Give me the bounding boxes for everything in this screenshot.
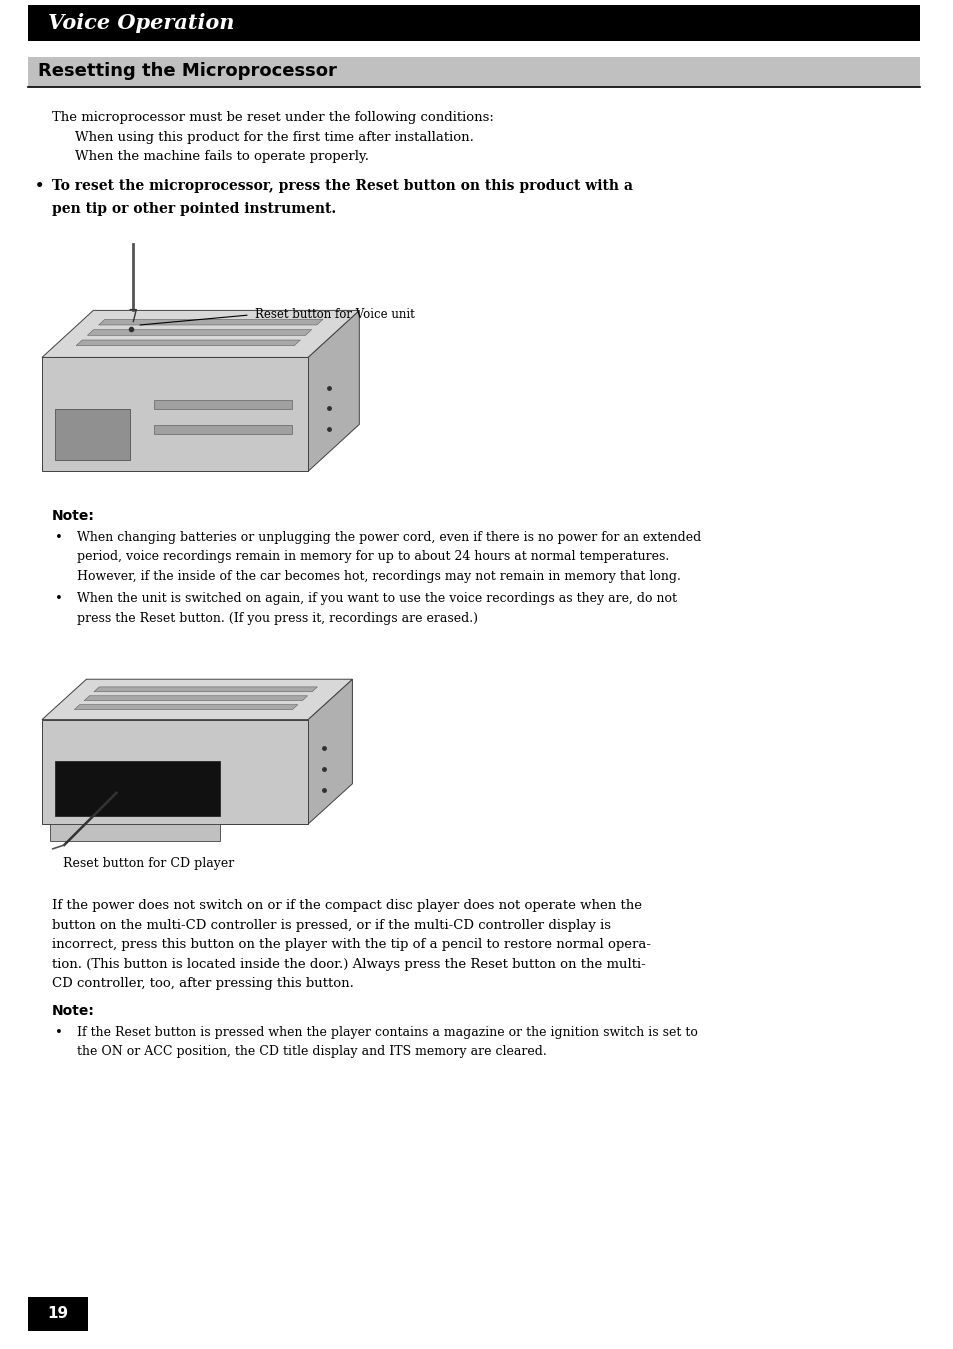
Text: incorrect, press this button on the player with the tip of a pencil to restore n: incorrect, press this button on the play… <box>52 938 650 951</box>
FancyBboxPatch shape <box>55 409 130 460</box>
Polygon shape <box>88 329 312 336</box>
Text: To reset the microprocessor, press the Reset button on this product with a: To reset the microprocessor, press the R… <box>52 179 633 193</box>
Polygon shape <box>50 824 220 842</box>
Text: If the Reset button is pressed when the player contains a magazine or the igniti: If the Reset button is pressed when the … <box>77 1025 698 1039</box>
FancyBboxPatch shape <box>153 425 292 434</box>
FancyBboxPatch shape <box>28 57 919 86</box>
Text: •: • <box>55 592 63 606</box>
Text: Voice Operation: Voice Operation <box>48 13 234 32</box>
Text: When the unit is switched on again, if you want to use the voice recordings as t: When the unit is switched on again, if y… <box>77 592 677 606</box>
FancyBboxPatch shape <box>28 5 919 40</box>
Text: button on the multi-CD controller is pressed, or if the multi-CD controller disp: button on the multi-CD controller is pre… <box>52 919 610 932</box>
Polygon shape <box>42 680 352 719</box>
Polygon shape <box>308 310 359 471</box>
Text: •: • <box>35 179 45 193</box>
Polygon shape <box>308 680 352 824</box>
Text: •: • <box>55 532 63 544</box>
Text: •: • <box>55 1025 63 1039</box>
FancyBboxPatch shape <box>55 761 220 816</box>
Text: Note:: Note: <box>52 510 94 523</box>
Polygon shape <box>42 719 308 824</box>
Polygon shape <box>42 310 359 357</box>
Text: However, if the inside of the car becomes hot, recordings may not remain in memo: However, if the inside of the car become… <box>77 569 680 583</box>
Text: The microprocessor must be reset under the following conditions:: The microprocessor must be reset under t… <box>52 111 494 124</box>
Text: Reset button for Voice unit: Reset button for Voice unit <box>254 309 415 321</box>
Text: pen tip or other pointed instrument.: pen tip or other pointed instrument. <box>52 201 335 216</box>
Polygon shape <box>74 704 297 710</box>
Text: Note:: Note: <box>52 1005 94 1018</box>
Text: Reset button for CD player: Reset button for CD player <box>63 858 233 870</box>
Text: period, voice recordings remain in memory for up to about 24 hours at normal tem: period, voice recordings remain in memor… <box>77 550 669 564</box>
Text: When using this product for the first time after installation.: When using this product for the first ti… <box>75 131 474 143</box>
Text: When the machine fails to operate properly.: When the machine fails to operate proper… <box>75 150 369 163</box>
Polygon shape <box>42 357 308 471</box>
Polygon shape <box>76 340 300 345</box>
Text: When changing batteries or unplugging the power cord, even if there is no power : When changing batteries or unplugging th… <box>77 532 700 544</box>
FancyBboxPatch shape <box>153 399 292 409</box>
Text: Resetting the Microprocessor: Resetting the Microprocessor <box>38 62 336 80</box>
FancyBboxPatch shape <box>28 1296 88 1331</box>
Text: press the Reset button. (If you press it, recordings are erased.): press the Reset button. (If you press it… <box>77 612 477 625</box>
Text: CD controller, too, after pressing this button.: CD controller, too, after pressing this … <box>52 977 354 990</box>
Text: tion. (This button is located inside the door.) Always press the Reset button on: tion. (This button is located inside the… <box>52 958 645 970</box>
Text: If the power does not switch on or if the compact disc player does not operate w: If the power does not switch on or if th… <box>52 898 641 912</box>
Polygon shape <box>93 687 317 692</box>
Text: 19: 19 <box>48 1306 69 1322</box>
Text: the ON or ACC position, the CD title display and ITS memory are cleared.: the ON or ACC position, the CD title dis… <box>77 1045 546 1059</box>
Polygon shape <box>98 320 323 325</box>
Polygon shape <box>84 696 307 700</box>
